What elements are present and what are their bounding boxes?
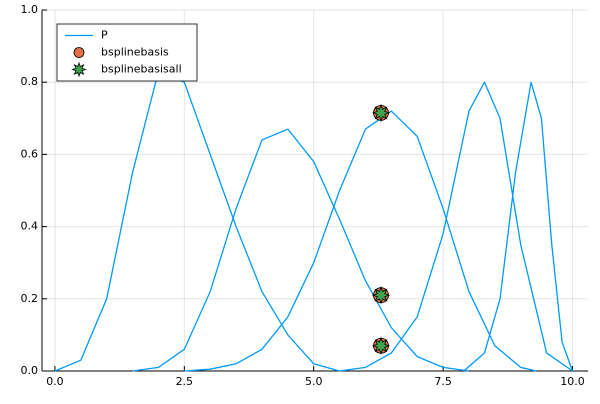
star-point [371, 285, 391, 305]
legend-label: bsplinebasisall [101, 63, 182, 76]
legend-label: P [101, 29, 108, 42]
y-tick-label: 1.0 [21, 3, 39, 16]
x-tick-label: 2.5 [176, 375, 194, 388]
series-line [54, 70, 574, 372]
x-tick-label: 7.5 [434, 375, 452, 388]
legend-label: bsplinebasis [101, 46, 169, 59]
y-tick-label: 0.0 [21, 364, 39, 377]
x-tick-label: 0.0 [46, 375, 64, 388]
y-tick-label: 0.6 [21, 147, 39, 160]
x-tick-label: 5.0 [305, 375, 323, 388]
x-tick-label: 10.0 [560, 375, 585, 388]
star-point [371, 336, 391, 355]
legend-swatch [71, 61, 87, 78]
star-point [371, 103, 391, 123]
legend-swatch [73, 47, 85, 58]
y-tick-label: 0.2 [21, 292, 39, 305]
y-tick-label: 0.8 [21, 75, 39, 88]
y-tick-label: 0.4 [21, 220, 39, 233]
